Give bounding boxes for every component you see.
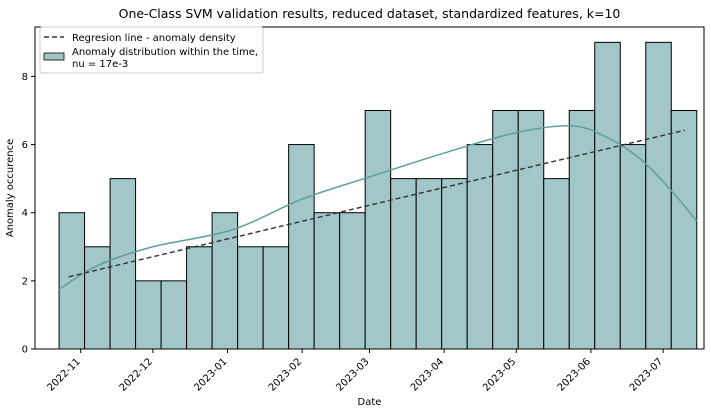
histogram-bar xyxy=(339,212,366,350)
histogram-bar xyxy=(262,246,290,350)
x-axis-label: Date xyxy=(358,397,382,408)
y-tick-label: 6 xyxy=(22,140,28,151)
legend-histogram-label: Anomaly distribution within the time, nu … xyxy=(72,47,258,70)
x-tick-label: 2023-01 xyxy=(192,356,229,393)
histogram-bar xyxy=(390,178,417,350)
histogram-bar xyxy=(619,144,647,350)
x-axis-ticks: 2022-11 2022-12 2023-01 2023-02 2023-03 2023-… xyxy=(46,349,665,394)
histogram-bar xyxy=(186,246,213,350)
histogram-bar xyxy=(415,178,443,350)
histogram-bar xyxy=(109,178,137,350)
y-tick-label: 0 xyxy=(22,345,28,356)
histogram-bar xyxy=(441,178,468,350)
x-tick-label: 2023-05 xyxy=(481,356,518,393)
legend: Regresion line - anomaly density Anomaly… xyxy=(39,26,264,74)
histogram-bar xyxy=(160,280,188,350)
histogram-bar xyxy=(84,246,111,350)
x-tick-label: 2023-04 xyxy=(409,356,446,393)
y-tick-label: 2 xyxy=(22,276,28,287)
histogram-bars xyxy=(58,41,698,350)
histogram-bar xyxy=(135,280,162,350)
histogram-bar xyxy=(466,144,494,350)
regression-line xyxy=(68,129,685,278)
histogram-bar xyxy=(594,41,621,350)
x-tick-label: 2022-11 xyxy=(46,356,83,393)
histogram-bar xyxy=(645,41,672,350)
kde-curve xyxy=(58,124,698,291)
histogram-bar xyxy=(670,109,698,350)
histogram-bar xyxy=(568,109,596,350)
x-tick-label: 2023-03 xyxy=(334,356,371,393)
histogram-bar xyxy=(364,109,392,350)
y-axis-label: Anomaly occurence xyxy=(5,139,16,238)
plot-frame xyxy=(34,26,705,350)
x-tick-label: 2023-02 xyxy=(267,356,304,393)
x-tick-label: 2023-06 xyxy=(556,356,593,393)
x-tick-label: 2023-07 xyxy=(628,356,665,393)
legend-regression-label: Regresion line - anomaly density xyxy=(72,33,236,44)
y-axis-ticks: 0 2 4 6 8 xyxy=(22,72,35,356)
legend-box xyxy=(39,26,264,74)
histogram-bar xyxy=(313,212,341,350)
histogram-bar xyxy=(288,144,315,350)
histogram-bar xyxy=(237,246,264,350)
histogram-bar xyxy=(492,109,519,350)
histogram-bar xyxy=(543,178,570,350)
y-tick-label: 8 xyxy=(22,72,28,83)
histogram-bar xyxy=(517,109,545,350)
histogram-bar xyxy=(211,212,239,350)
x-tick-label: 2022-12 xyxy=(118,356,155,393)
chart-title: One-Class SVM validation results, reduce… xyxy=(119,6,621,21)
y-tick-label: 4 xyxy=(22,208,28,219)
legend-histogram-swatch xyxy=(43,52,65,61)
